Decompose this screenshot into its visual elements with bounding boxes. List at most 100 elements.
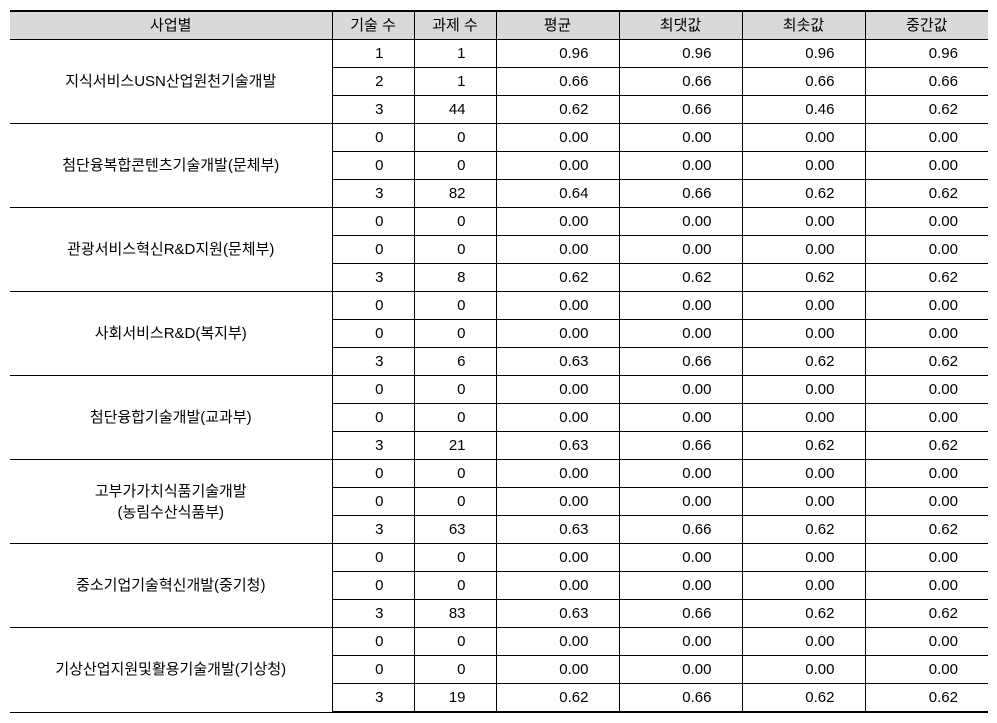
- tech-cell: 0: [332, 152, 414, 180]
- min-cell: 0.00: [742, 236, 865, 264]
- task-cell: 44: [414, 96, 496, 124]
- max-cell: 0.66: [619, 516, 742, 544]
- avg-cell: 0.00: [496, 320, 619, 348]
- max-cell: 0.66: [619, 684, 742, 713]
- tech-cell: 2: [332, 68, 414, 96]
- avg-cell: 0.62: [496, 264, 619, 292]
- task-cell: 0: [414, 656, 496, 684]
- avg-cell: 0.00: [496, 152, 619, 180]
- max-cell: 0.00: [619, 292, 742, 320]
- table-row: 첨단융복합콘텐츠기술개발(문체부)000.000.000.000.00: [10, 124, 988, 152]
- min-cell: 0.66: [742, 68, 865, 96]
- task-cell: 0: [414, 404, 496, 432]
- task-cell: 0: [414, 544, 496, 572]
- category-cell: 고부가가치식품기술개발(농림수산식품부): [10, 460, 332, 544]
- task-cell: 6: [414, 348, 496, 376]
- min-cell: 0.00: [742, 320, 865, 348]
- med-cell: 0.62: [865, 432, 988, 460]
- max-cell: 0.66: [619, 96, 742, 124]
- task-cell: 63: [414, 516, 496, 544]
- task-cell: 0: [414, 320, 496, 348]
- med-cell: 0.00: [865, 572, 988, 600]
- min-cell: 0.62: [742, 264, 865, 292]
- task-cell: 0: [414, 236, 496, 264]
- col-header-task: 과제 수: [414, 11, 496, 40]
- min-cell: 0.62: [742, 516, 865, 544]
- tech-cell: 3: [332, 180, 414, 208]
- tech-cell: 0: [332, 376, 414, 404]
- col-header-max: 최댓값: [619, 11, 742, 40]
- tech-cell: 1: [332, 40, 414, 68]
- max-cell: 0.00: [619, 460, 742, 488]
- med-cell: 0.00: [865, 292, 988, 320]
- avg-cell: 0.00: [496, 460, 619, 488]
- max-cell: 0.00: [619, 488, 742, 516]
- med-cell: 0.62: [865, 96, 988, 124]
- min-cell: 0.00: [742, 488, 865, 516]
- med-cell: 0.00: [865, 460, 988, 488]
- table-body: 지식서비스USN산업원천기술개발110.960.960.960.96210.66…: [10, 40, 988, 713]
- med-cell: 0.62: [865, 264, 988, 292]
- avg-cell: 0.63: [496, 600, 619, 628]
- med-cell: 0.00: [865, 656, 988, 684]
- med-cell: 0.00: [865, 376, 988, 404]
- col-header-tech: 기술 수: [332, 11, 414, 40]
- med-cell: 0.00: [865, 628, 988, 656]
- task-cell: 82: [414, 180, 496, 208]
- task-cell: 1: [414, 40, 496, 68]
- avg-cell: 0.62: [496, 684, 619, 713]
- tech-cell: 0: [332, 488, 414, 516]
- min-cell: 0.96: [742, 40, 865, 68]
- max-cell: 0.00: [619, 376, 742, 404]
- tech-cell: 0: [332, 320, 414, 348]
- avg-cell: 0.64: [496, 180, 619, 208]
- max-cell: 0.00: [619, 124, 742, 152]
- table-row: 첨단융합기술개발(교과부)000.000.000.000.00: [10, 376, 988, 404]
- med-cell: 0.00: [865, 208, 988, 236]
- tech-cell: 3: [332, 432, 414, 460]
- max-cell: 0.66: [619, 68, 742, 96]
- tech-cell: 0: [332, 544, 414, 572]
- category-cell: 지식서비스USN산업원천기술개발: [10, 40, 332, 124]
- task-cell: 0: [414, 460, 496, 488]
- tech-cell: 3: [332, 600, 414, 628]
- tech-cell: 3: [332, 684, 414, 713]
- min-cell: 0.62: [742, 180, 865, 208]
- min-cell: 0.00: [742, 656, 865, 684]
- max-cell: 0.00: [619, 544, 742, 572]
- min-cell: 0.00: [742, 376, 865, 404]
- min-cell: 0.62: [742, 684, 865, 713]
- tech-cell: 0: [332, 236, 414, 264]
- tech-cell: 0: [332, 124, 414, 152]
- data-table: 사업별 기술 수 과제 수 평균 최댓값 최솟값 중간값 지식서비스USN산업원…: [10, 10, 988, 713]
- tech-cell: 0: [332, 656, 414, 684]
- min-cell: 0.00: [742, 292, 865, 320]
- med-cell: 0.00: [865, 320, 988, 348]
- col-header-avg: 평균: [496, 11, 619, 40]
- med-cell: 0.00: [865, 236, 988, 264]
- med-cell: 0.62: [865, 684, 988, 713]
- tech-cell: 0: [332, 404, 414, 432]
- avg-cell: 0.00: [496, 544, 619, 572]
- min-cell: 0.00: [742, 572, 865, 600]
- max-cell: 0.00: [619, 572, 742, 600]
- med-cell: 0.00: [865, 152, 988, 180]
- avg-cell: 0.00: [496, 656, 619, 684]
- category-cell: 첨단융합기술개발(교과부): [10, 376, 332, 460]
- med-cell: 0.66: [865, 68, 988, 96]
- table-row: 사회서비스R&D(복지부)000.000.000.000.00: [10, 292, 988, 320]
- avg-cell: 0.00: [496, 628, 619, 656]
- max-cell: 0.00: [619, 320, 742, 348]
- table-row: 기상산업지원및활용기술개발(기상청)000.000.000.000.00: [10, 628, 988, 656]
- max-cell: 0.00: [619, 208, 742, 236]
- avg-cell: 0.00: [496, 404, 619, 432]
- avg-cell: 0.62: [496, 96, 619, 124]
- tech-cell: 0: [332, 572, 414, 600]
- med-cell: 0.96: [865, 40, 988, 68]
- min-cell: 0.00: [742, 544, 865, 572]
- task-cell: 0: [414, 208, 496, 236]
- avg-cell: 0.00: [496, 236, 619, 264]
- tech-cell: 0: [332, 292, 414, 320]
- med-cell: 0.62: [865, 348, 988, 376]
- table-row: 중소기업기술혁신개발(중기청)000.000.000.000.00: [10, 544, 988, 572]
